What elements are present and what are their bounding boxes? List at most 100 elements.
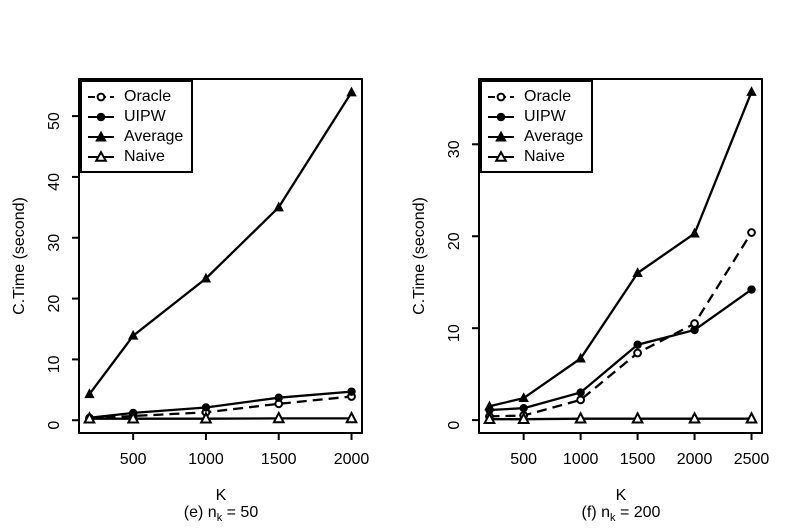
marker-circle-filled-e: [274, 393, 283, 402]
legend-label: Average: [124, 127, 184, 145]
legend-label: Oracle: [124, 87, 172, 105]
uipw-line-marker-icon: [488, 112, 514, 121]
series-line-uipw-e: [89, 390, 352, 419]
y-tick-label-e: 50: [46, 112, 63, 130]
naive-line-marker-icon: [488, 149, 514, 162]
marker-circle-filled-f: [690, 325, 699, 335]
legend-item-oracle: Oracle: [87, 88, 189, 106]
marker-circle-filled-f: [576, 388, 585, 397]
marker-circle-filled-f: [633, 340, 642, 349]
y-tick-label-f: 30: [446, 140, 463, 158]
marker-triangle-open-f: [574, 411, 588, 424]
x-tick-label-f: 1000: [563, 451, 599, 468]
y-tick-label-e: 0: [46, 421, 63, 430]
series-line-oracle-f: [489, 231, 753, 418]
legend-f: Oracle UIPW Average Naive: [480, 80, 593, 173]
marker-circle-filled-f: [747, 285, 756, 294]
marker-triangle-filled-e: [84, 388, 95, 399]
x-tick-label-e: 1500: [261, 451, 297, 468]
marker-triangle-open-f: [745, 411, 758, 424]
marker-triangle-open-e: [272, 410, 286, 424]
legend-label: Oracle: [524, 87, 572, 105]
marker-triangle-filled-e: [273, 201, 284, 212]
oracle-line-marker-icon: [88, 92, 114, 101]
marker-triangle-filled-e: [127, 329, 139, 340]
marker-circle-filled-f: [519, 403, 528, 413]
oracle-line-marker-icon: [488, 92, 514, 101]
x-tick-label-f: 1500: [620, 451, 656, 468]
plot-box-f: [478, 78, 763, 434]
marker-circle-filled-e: [201, 403, 211, 412]
series-line-average-f: [489, 91, 753, 408]
x-axis-label-e: K: [215, 487, 227, 504]
marker-triangle-open-f: [483, 411, 496, 425]
y-axis-label-e: C.Time (second): [11, 197, 28, 315]
marker-triangle-filled-f: [689, 227, 700, 238]
legend-item-naive: Naive: [487, 148, 589, 166]
legend-item-uipw: UIPW: [487, 108, 589, 126]
marker-triangle-open-e: [83, 411, 96, 424]
marker-triangle-filled-f: [518, 392, 529, 403]
x-tick-label-e: 1000: [188, 451, 224, 468]
caption-f: (f) nk = 200: [582, 504, 661, 524]
marker-triangle-open-e: [126, 411, 140, 424]
legend-item-average: Average: [87, 128, 189, 146]
uipw-line-marker-icon: [88, 112, 114, 121]
series-line-naive-f: [489, 417, 752, 421]
legend-item-naive: Naive: [87, 148, 189, 166]
caption-e-prefix: (e) n: [183, 504, 217, 521]
marker-triangle-filled-e: [200, 272, 212, 283]
marker-triangle-open-f: [517, 411, 531, 425]
x-tick-label-e: 2000: [334, 451, 370, 468]
legend-item-average: Average: [487, 128, 589, 146]
marker-triangle-filled-f: [632, 267, 643, 278]
marker-triangle-filled-f: [575, 352, 586, 363]
marker-triangle-open-f: [688, 411, 702, 424]
y-tick-label-e: 40: [46, 173, 63, 191]
x-axis-label-f: K: [615, 487, 627, 504]
y-tick-label-f: 20: [446, 232, 463, 250]
marker-triangle-open-e: [345, 410, 358, 424]
legend-item-oracle: Oracle: [487, 88, 589, 106]
marker-circle-open-f: [633, 348, 642, 358]
caption-f-prefix: (f) n: [581, 504, 611, 521]
x-tick-label-f: 2000: [677, 451, 713, 468]
y-tick-label-e: 10: [46, 355, 63, 373]
plot-box-e: [78, 78, 363, 434]
marker-triangle-filled-e: [346, 86, 357, 97]
naive-line-marker-icon: [88, 149, 114, 162]
x-tick-label-f: 2500: [734, 451, 770, 468]
caption-e-sub: k: [216, 512, 223, 525]
y-axis-label-f: C.Time (second): [411, 197, 428, 315]
x-tick-label-e: 500: [120, 451, 147, 468]
marker-triangle-filled-f: [484, 400, 495, 411]
marker-triangle-open-f: [631, 411, 645, 424]
legend-item-uipw: UIPW: [87, 108, 189, 126]
caption-e-suffix: = 50: [222, 504, 259, 521]
series-line-uipw-f: [489, 288, 753, 412]
caption-f-sub: k: [610, 512, 616, 525]
legend-label: UIPW: [524, 107, 566, 125]
y-tick-label-f: 0: [446, 421, 463, 430]
marker-circle-filled-e: [347, 387, 356, 396]
average-line-marker-icon: [88, 130, 114, 141]
y-tick-label-f: 10: [446, 324, 463, 342]
series-line-oracle-e: [89, 395, 352, 420]
marker-triangle-filled-f: [746, 86, 757, 96]
legend-e: Oracle UIPW Average Naive: [80, 80, 193, 173]
legend-label: Naive: [124, 147, 165, 165]
y-tick-label-e: 30: [46, 234, 63, 252]
y-tick-label-e: 20: [46, 295, 63, 313]
legend-label: UIPW: [124, 107, 166, 125]
marker-triangle-open-e: [199, 411, 213, 424]
marker-circle-open-f: [747, 228, 756, 237]
caption-f-suffix: = 200: [615, 504, 661, 521]
marker-circle-open-f: [576, 395, 586, 405]
average-line-marker-icon: [488, 130, 514, 141]
legend-label: Average: [524, 127, 584, 145]
x-tick-label-f: 500: [510, 451, 537, 468]
caption-e: (e) nk = 50: [184, 504, 258, 524]
legend-label: Naive: [524, 147, 565, 165]
